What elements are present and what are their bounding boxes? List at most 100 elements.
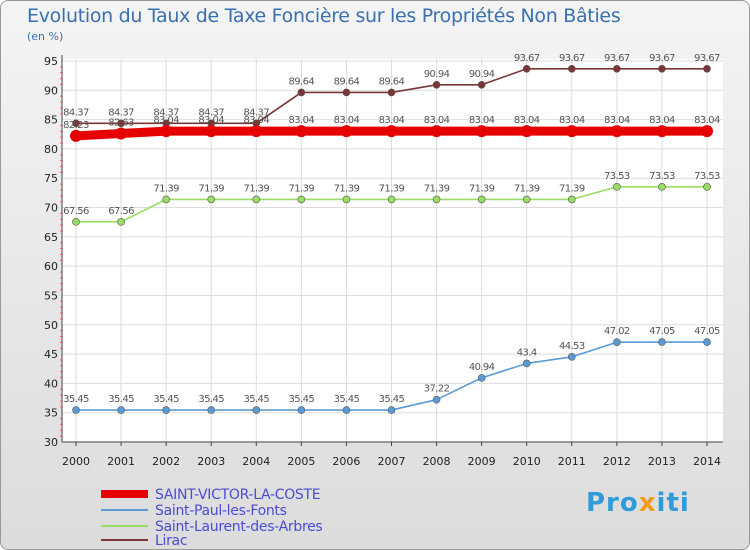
data-label: 73.53	[604, 171, 630, 182]
data-point[interactable]	[117, 406, 125, 414]
data-point[interactable]	[117, 218, 125, 226]
data-point[interactable]	[342, 406, 351, 414]
data-label: 93.67	[514, 53, 540, 64]
data-point[interactable]	[160, 125, 173, 138]
data-point[interactable]	[567, 195, 576, 204]
data-point[interactable]	[430, 125, 443, 138]
data-label: 35.45	[153, 394, 179, 405]
legend-item-label: Lirac	[155, 533, 187, 549]
data-point[interactable]	[297, 88, 306, 97]
data-point[interactable]	[432, 195, 441, 204]
x-tick-label: 2009	[468, 455, 496, 468]
data-label: 83.04	[153, 115, 179, 126]
data-point[interactable]	[610, 125, 623, 138]
data-label: 47.05	[649, 326, 675, 337]
data-point[interactable]	[70, 129, 82, 142]
data-label: 71.39	[198, 183, 224, 194]
data-point[interactable]	[387, 88, 396, 97]
data-point[interactable]	[72, 406, 80, 414]
data-point[interactable]	[703, 338, 711, 346]
data-point[interactable]	[522, 64, 531, 73]
data-label: 71.39	[469, 183, 495, 194]
data-point[interactable]	[72, 218, 80, 226]
data-point[interactable]	[477, 195, 486, 204]
data-point[interactable]	[522, 359, 531, 368]
data-label: 83.04	[694, 115, 720, 126]
data-point[interactable]	[658, 64, 666, 73]
data-point[interactable]	[117, 119, 125, 128]
data-point[interactable]	[340, 125, 353, 138]
data-point[interactable]	[207, 195, 216, 204]
data-label: 35.45	[379, 394, 405, 405]
data-point[interactable]	[565, 125, 578, 138]
data-point[interactable]	[655, 125, 668, 138]
data-label: 35.45	[243, 394, 269, 405]
y-tick-label: 40	[44, 377, 58, 390]
legend-item-label: Saint-Laurent-des-Arbres	[155, 519, 322, 535]
data-point[interactable]	[432, 80, 441, 89]
data-label: 82.63	[108, 118, 134, 129]
y-tick-label: 55	[44, 289, 58, 302]
legend-item-label: Saint-Paul-les-Fonts	[155, 503, 287, 519]
data-point[interactable]	[252, 195, 261, 204]
data-point[interactable]	[703, 64, 711, 73]
data-point[interactable]	[477, 80, 486, 89]
data-point[interactable]	[162, 195, 170, 204]
data-label: 84.37	[63, 107, 89, 118]
data-label: 44.53	[559, 341, 585, 352]
legend-item-label: SAINT-VICTOR-LA-COSTE	[155, 487, 320, 503]
data-point[interactable]	[477, 374, 486, 382]
data-label: 35.45	[334, 394, 360, 405]
data-point[interactable]	[250, 125, 263, 138]
data-label: 73.53	[694, 171, 720, 182]
data-point[interactable]	[387, 195, 396, 204]
data-label: 83.04	[604, 115, 630, 126]
data-label: 43.4	[517, 347, 537, 358]
data-point[interactable]	[475, 125, 488, 138]
y-tick-label: 80	[44, 143, 58, 156]
x-tick-label: 2006	[332, 455, 360, 468]
data-label: 90.94	[424, 69, 450, 80]
data-point[interactable]	[297, 195, 306, 204]
data-point[interactable]	[522, 195, 531, 204]
data-point[interactable]	[567, 64, 576, 73]
data-label: 67.56	[63, 206, 89, 217]
y-tick-label: 75	[44, 172, 58, 185]
y-tick-label: 60	[44, 260, 58, 273]
data-point[interactable]	[162, 406, 170, 414]
data-point[interactable]	[701, 125, 713, 138]
data-label: 73.53	[649, 171, 675, 182]
data-point[interactable]	[252, 406, 261, 414]
data-point[interactable]	[567, 353, 576, 361]
data-point[interactable]	[207, 406, 216, 414]
data-label: 93.67	[649, 53, 675, 64]
data-point[interactable]	[295, 125, 308, 138]
data-label: 40.94	[469, 362, 495, 373]
data-point[interactable]	[658, 338, 666, 346]
data-point[interactable]	[205, 125, 218, 138]
data-point[interactable]	[432, 395, 441, 404]
data-point[interactable]	[613, 64, 621, 73]
data-point[interactable]	[72, 119, 80, 128]
x-tick-label: 2005	[287, 455, 315, 468]
data-label: 71.39	[243, 183, 269, 194]
data-point[interactable]	[658, 183, 666, 191]
data-point[interactable]	[115, 127, 128, 140]
x-tick-label: 2002	[152, 455, 180, 468]
data-point[interactable]	[342, 88, 351, 97]
data-label: 83.04	[334, 115, 360, 126]
data-point[interactable]	[385, 125, 398, 138]
data-label: 84.37	[243, 107, 269, 118]
data-point[interactable]	[613, 183, 621, 191]
data-point[interactable]	[613, 338, 621, 347]
proxiti-logo: Proxiti	[586, 488, 690, 518]
data-point[interactable]	[520, 125, 533, 138]
data-label: 47.05	[694, 326, 720, 337]
data-point[interactable]	[342, 195, 351, 204]
data-label: 89.64	[289, 76, 315, 87]
data-point[interactable]	[703, 183, 711, 191]
data-point[interactable]	[297, 406, 306, 414]
data-point[interactable]	[387, 406, 396, 414]
data-label: 35.45	[289, 394, 315, 405]
